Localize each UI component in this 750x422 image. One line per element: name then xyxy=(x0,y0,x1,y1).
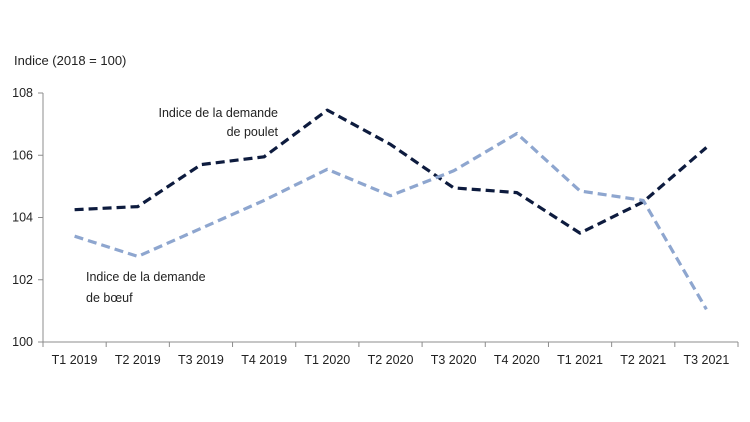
x-tick-label: T3 2019 xyxy=(178,353,224,367)
annotation-boeuf-line2: de bœuf xyxy=(86,291,133,305)
x-tick-label: T3 2020 xyxy=(431,353,477,367)
series-line-1 xyxy=(74,131,708,311)
annotation-boeuf-line1: Indice de la demande xyxy=(86,270,206,284)
annotation-poulet-line2: de poulet xyxy=(226,125,278,139)
y-tick-label: 108 xyxy=(12,86,33,100)
x-tick-label: T4 2019 xyxy=(241,353,287,367)
series-line-0 xyxy=(74,108,708,235)
x-tick-label: T1 2019 xyxy=(52,353,98,367)
annotation-poulet-line1: Indice de la demande xyxy=(158,106,278,120)
x-tick-label: T2 2020 xyxy=(368,353,414,367)
y-tick-label: 104 xyxy=(12,211,33,225)
x-tick-label: T4 2020 xyxy=(494,353,540,367)
x-tick-label: T2 2019 xyxy=(115,353,161,367)
y-axis-title: Indice (2018 = 100) xyxy=(14,53,127,68)
x-tick-label: T3 2021 xyxy=(683,353,729,367)
annotation-poulet: Indice de la demande de poulet xyxy=(130,104,278,142)
x-tick-label: T1 2020 xyxy=(304,353,350,367)
x-tick-label: T1 2021 xyxy=(557,353,603,367)
x-tick-label: T2 2021 xyxy=(620,353,666,367)
annotation-boeuf: Indice de la demande de bœuf xyxy=(86,267,246,309)
y-tick-label: 106 xyxy=(12,148,33,162)
y-tick-label: 102 xyxy=(12,273,33,287)
y-tick-label: 100 xyxy=(12,335,33,349)
